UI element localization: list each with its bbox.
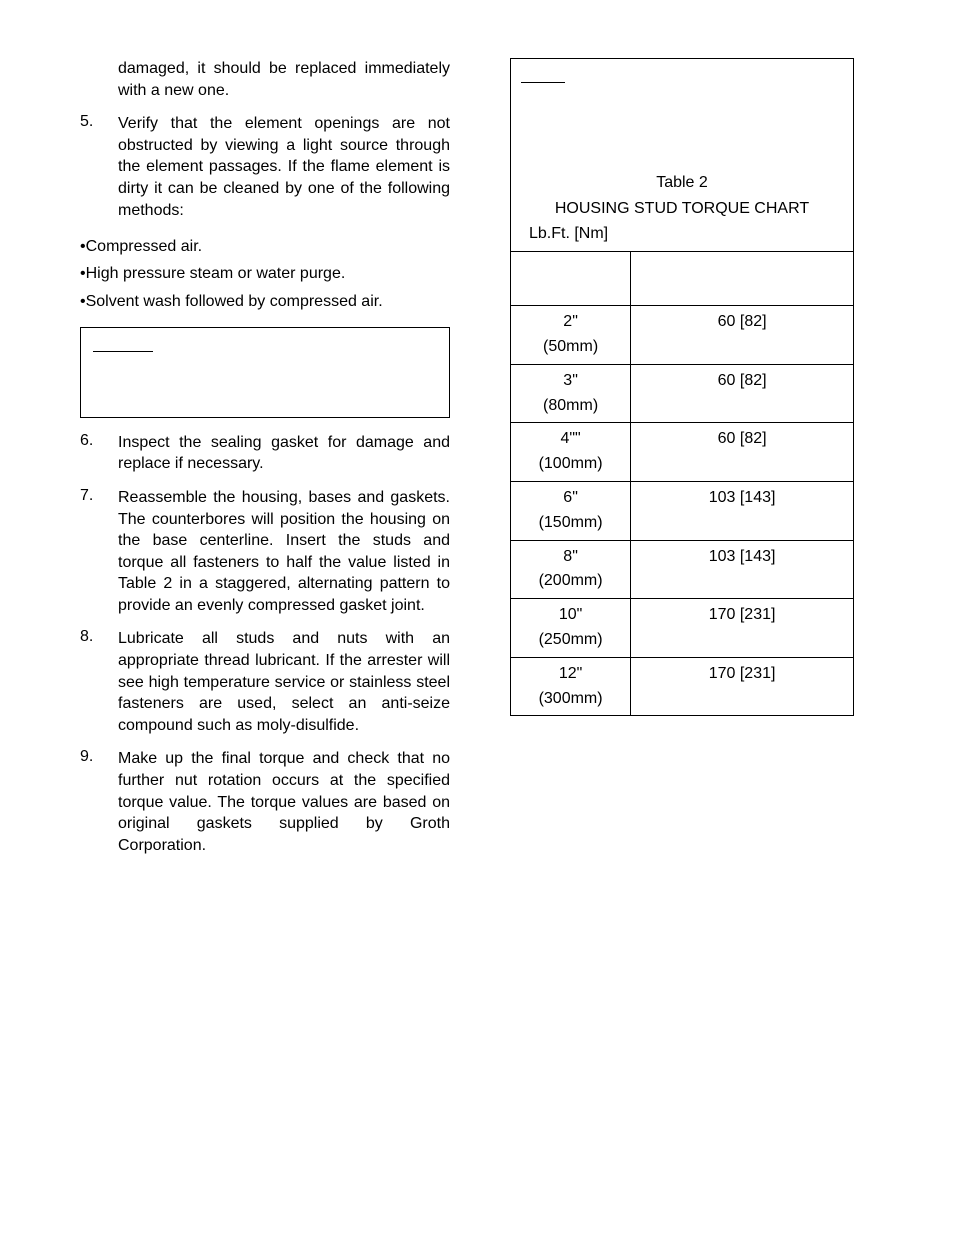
torque-cell: 60 [82]: [631, 306, 853, 365]
size-inches: 2": [563, 313, 578, 330]
list-body: Make up the final torque and check that …: [118, 748, 450, 856]
list-body: Inspect the sealing gasket for damage an…: [118, 432, 450, 475]
size-inches: 10": [559, 606, 582, 623]
list-number: 9.: [80, 748, 118, 856]
size-cell: 4"" (100mm): [511, 423, 631, 482]
bullet-text: High pressure steam or water purge.: [86, 260, 346, 287]
bullet-item: • High pressure steam or water purge.: [80, 260, 450, 287]
table-row: 12" (300mm) 170 [231]: [511, 657, 853, 715]
table-row: 10" (250mm) 170 [231]: [511, 599, 853, 658]
torque-cell: 170 [231]: [631, 599, 853, 658]
torque-top-section: Table 2 HOUSING STUD TORQUE CHART Lb.Ft.…: [511, 59, 853, 251]
size-cell: 6" (150mm): [511, 481, 631, 540]
torque-cell: 60 [82]: [631, 364, 853, 423]
list-item-continuation: damaged, it should be replaced immediate…: [80, 58, 450, 101]
list-body: Verify that the element openings are not…: [118, 113, 450, 221]
size-cell: 8" (200mm): [511, 540, 631, 599]
bullet-text: Solvent wash followed by compressed air.: [86, 288, 383, 315]
table-row: 6" (150mm) 103 [143]: [511, 481, 853, 540]
spacer: [521, 88, 843, 170]
table-row: 4"" (100mm) 60 [82]: [511, 423, 853, 482]
torque-cell: 60 [82]: [631, 423, 853, 482]
size-mm: (50mm): [543, 338, 598, 355]
table-header-cell: [511, 252, 631, 306]
table-title: HOUSING STUD TORQUE CHART: [521, 196, 843, 222]
list-number: 7.: [80, 487, 118, 617]
size-inches: 8": [563, 548, 578, 565]
size-inches: 12": [559, 665, 582, 682]
list-item: 9. Make up the final torque and check th…: [80, 748, 450, 856]
list-number: 5.: [80, 113, 118, 221]
size-cell: 12" (300mm): [511, 657, 631, 715]
table-header-row-blank: [511, 252, 853, 306]
size-mm: (200mm): [539, 572, 603, 589]
bullet-item: • Solvent wash followed by compressed ai…: [80, 288, 450, 315]
size-mm: (250mm): [539, 631, 603, 648]
table-units: Lb.Ft. [Nm]: [521, 221, 843, 251]
size-mm: (300mm): [539, 690, 603, 707]
torque-table: 2" (50mm) 60 [82] 3" (80mm) 60 [82] 4"": [511, 251, 853, 715]
size-cell: 3" (80mm): [511, 364, 631, 423]
torque-cell: 103 [143]: [631, 540, 853, 599]
size-inches: 6": [563, 489, 578, 506]
torque-underline: [521, 69, 565, 83]
list-item: 7. Reassemble the housing, bases and gas…: [80, 487, 450, 617]
note-box: [80, 327, 450, 418]
list-body: Lubricate all studs and nuts with an app…: [118, 628, 450, 736]
table-label: Table 2: [521, 170, 843, 196]
note-underline: [93, 338, 153, 352]
size-mm: (80mm): [543, 397, 598, 414]
torque-chart-box: Table 2 HOUSING STUD TORQUE CHART Lb.Ft.…: [510, 58, 854, 716]
table-row: 2" (50mm) 60 [82]: [511, 306, 853, 365]
size-inches: 4"": [560, 430, 580, 447]
size-cell: 10" (250mm): [511, 599, 631, 658]
torque-cell: 170 [231]: [631, 657, 853, 715]
table-row: 8" (200mm) 103 [143]: [511, 540, 853, 599]
list-item: 5. Verify that the element openings are …: [80, 113, 450, 221]
right-column: Table 2 HOUSING STUD TORQUE CHART Lb.Ft.…: [510, 58, 854, 716]
list-number: 6.: [80, 432, 118, 475]
list-number-blank: [80, 58, 118, 101]
table-header-cell: [631, 252, 853, 306]
size-mm: (150mm): [539, 514, 603, 531]
list-number: 8.: [80, 628, 118, 736]
torque-cell: 103 [143]: [631, 481, 853, 540]
bullet-item: • Compressed air.: [80, 233, 450, 260]
list-item: 6. Inspect the sealing gasket for damage…: [80, 432, 450, 475]
list-body: damaged, it should be replaced immediate…: [118, 58, 450, 101]
page: damaged, it should be replaced immediate…: [0, 0, 954, 928]
left-column: damaged, it should be replaced immediate…: [80, 58, 450, 868]
list-item: 8. Lubricate all studs and nuts with an …: [80, 628, 450, 736]
size-mm: (100mm): [539, 455, 603, 472]
table-row: 3" (80mm) 60 [82]: [511, 364, 853, 423]
bullet-text: Compressed air.: [86, 233, 203, 260]
list-body: Reassemble the housing, bases and gasket…: [118, 487, 450, 617]
size-inches: 3": [563, 372, 578, 389]
size-cell: 2" (50mm): [511, 306, 631, 365]
bullet-list: • Compressed air. • High pressure steam …: [80, 233, 450, 315]
